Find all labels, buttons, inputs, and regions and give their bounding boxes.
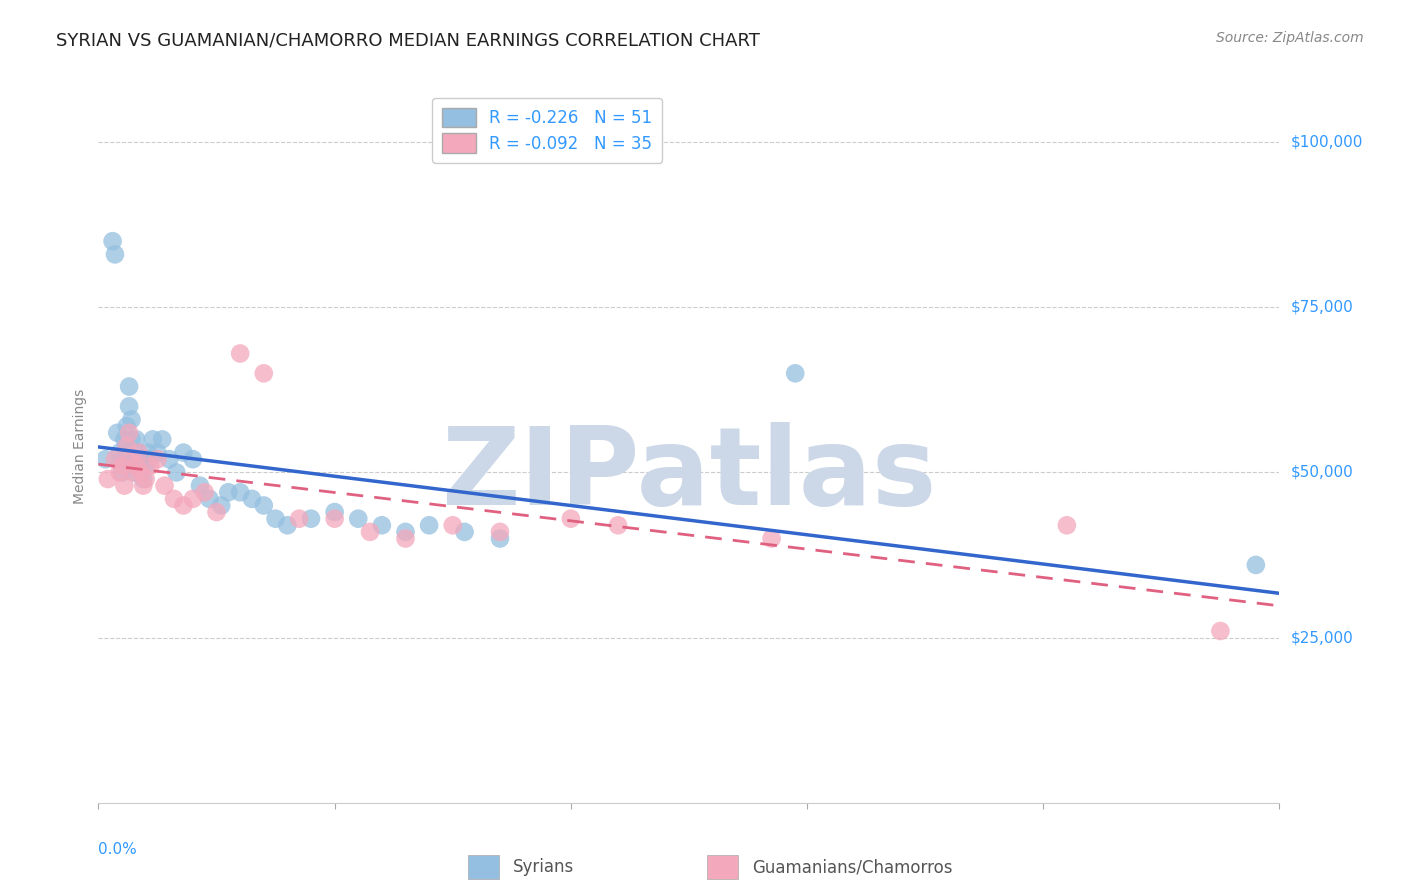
Point <box>105 425 128 440</box>
Point <box>118 379 141 393</box>
Point <box>146 452 169 467</box>
Point <box>441 518 464 533</box>
Point <box>264 511 287 525</box>
Text: $75,000: $75,000 <box>1291 300 1354 315</box>
Point <box>135 458 157 473</box>
Point <box>172 445 194 459</box>
Point <box>104 452 127 467</box>
Point <box>172 499 194 513</box>
Point <box>146 445 169 459</box>
Point <box>607 518 630 533</box>
Point <box>111 452 134 467</box>
Point <box>299 511 322 525</box>
Point <box>128 445 150 459</box>
Point <box>112 478 135 492</box>
Text: Syrians: Syrians <box>513 858 575 876</box>
Point <box>489 532 512 546</box>
Point <box>1056 518 1078 533</box>
Point <box>165 466 187 480</box>
Point <box>761 532 783 546</box>
Point <box>1209 624 1232 638</box>
Point <box>157 452 180 467</box>
Point <box>129 466 152 480</box>
Point <box>132 472 155 486</box>
Point <box>217 485 239 500</box>
Point <box>97 472 120 486</box>
Point <box>163 491 186 506</box>
Point <box>125 452 148 467</box>
Point <box>128 445 150 459</box>
Point <box>112 433 135 447</box>
Point <box>150 433 173 447</box>
Point <box>181 452 204 467</box>
Point <box>489 524 512 539</box>
Text: $50,000: $50,000 <box>1291 465 1354 480</box>
Point <box>323 505 346 519</box>
Point <box>453 524 475 539</box>
Point <box>371 518 394 533</box>
Point <box>121 433 143 447</box>
Text: Guamanians/Chamorros: Guamanians/Chamorros <box>752 858 953 876</box>
Point <box>1244 558 1267 572</box>
Point <box>253 367 276 381</box>
Point <box>122 452 145 467</box>
Point <box>418 518 440 533</box>
Point <box>142 433 165 447</box>
Point <box>122 466 145 480</box>
Point <box>108 466 131 480</box>
Point <box>136 445 159 459</box>
Point <box>121 452 143 467</box>
Text: 0.0%: 0.0% <box>98 842 138 857</box>
Point <box>229 485 252 500</box>
Text: ZIPatlas: ZIPatlas <box>441 422 936 527</box>
Point <box>129 452 152 467</box>
Text: SYRIAN VS GUAMANIAN/CHAMORRO MEDIAN EARNINGS CORRELATION CHART: SYRIAN VS GUAMANIAN/CHAMORRO MEDIAN EARN… <box>56 31 761 49</box>
Point <box>115 439 138 453</box>
Point <box>108 445 131 459</box>
Point <box>323 511 346 525</box>
Point <box>560 511 582 525</box>
Point <box>240 491 263 506</box>
Point <box>122 466 145 480</box>
Point <box>253 499 276 513</box>
Point <box>209 499 232 513</box>
Point <box>359 524 381 539</box>
Text: $25,000: $25,000 <box>1291 630 1354 645</box>
Y-axis label: Median Earnings: Median Earnings <box>73 388 87 504</box>
Text: $100,000: $100,000 <box>1291 135 1362 150</box>
Point <box>194 485 217 500</box>
Point <box>125 458 148 473</box>
Point <box>229 346 252 360</box>
Point <box>111 466 134 480</box>
Point <box>198 491 221 506</box>
Point <box>188 478 211 492</box>
Point <box>153 478 176 492</box>
Point <box>129 466 152 480</box>
Point <box>276 518 298 533</box>
Point <box>118 400 141 414</box>
Point <box>135 472 157 486</box>
Point <box>785 367 807 381</box>
Point <box>125 433 148 447</box>
Point <box>181 491 204 506</box>
Point <box>118 425 141 440</box>
Point <box>139 452 162 467</box>
Point <box>288 511 311 525</box>
Point <box>121 412 143 426</box>
Legend: R = -0.226   N = 51, R = -0.092   N = 35: R = -0.226 N = 51, R = -0.092 N = 35 <box>432 97 662 162</box>
Point <box>115 439 138 453</box>
Point <box>111 458 134 473</box>
Text: Source: ZipAtlas.com: Source: ZipAtlas.com <box>1216 31 1364 45</box>
Point <box>394 524 416 539</box>
Point <box>205 505 228 519</box>
Point <box>394 532 416 546</box>
Point <box>101 234 124 248</box>
Point <box>94 452 117 467</box>
Point <box>132 478 155 492</box>
Point <box>104 247 127 261</box>
Point <box>347 511 370 525</box>
Point <box>139 458 162 473</box>
Point <box>115 419 138 434</box>
